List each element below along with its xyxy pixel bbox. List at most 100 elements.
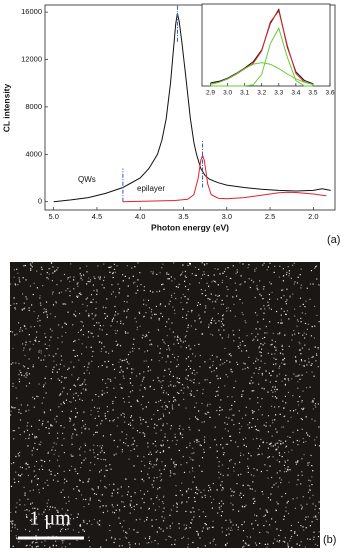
speckle xyxy=(14,334,16,336)
speckle xyxy=(305,527,307,529)
x-tick-label: 3.5 xyxy=(308,90,317,97)
speckle xyxy=(314,267,316,269)
speckle xyxy=(127,445,129,447)
speckle xyxy=(306,371,308,373)
speckle xyxy=(141,337,143,339)
speckle xyxy=(279,365,281,367)
speckle xyxy=(312,538,315,540)
speckle xyxy=(55,545,57,547)
speckle xyxy=(133,440,136,442)
speckle xyxy=(257,454,259,456)
speckle xyxy=(17,474,20,476)
speckle xyxy=(81,353,83,355)
speckle xyxy=(163,390,165,392)
speckle xyxy=(119,358,121,361)
speckle xyxy=(109,464,111,466)
speckle xyxy=(173,385,175,387)
speckle xyxy=(290,530,292,532)
speckle xyxy=(292,264,294,266)
speckle xyxy=(82,325,84,327)
speckle xyxy=(165,325,167,328)
speckle xyxy=(187,264,189,267)
speckle xyxy=(13,430,16,432)
speckle xyxy=(262,337,264,340)
speckle xyxy=(254,425,256,427)
speckle xyxy=(38,419,40,421)
speckle xyxy=(80,446,82,448)
speckle xyxy=(232,509,234,511)
speckle xyxy=(18,481,20,483)
speckle xyxy=(222,272,224,274)
speckle xyxy=(146,516,148,519)
speckle xyxy=(219,508,221,510)
speckle xyxy=(221,281,223,284)
speckle xyxy=(71,301,73,303)
speckle xyxy=(278,406,280,408)
speckle xyxy=(164,465,166,467)
speckle xyxy=(285,506,287,508)
speckle xyxy=(15,284,17,286)
speckle xyxy=(66,480,68,482)
speckle xyxy=(174,539,176,541)
speckle xyxy=(83,366,85,368)
speckle xyxy=(260,438,262,441)
speckle xyxy=(69,401,71,403)
speckle xyxy=(151,308,153,311)
speckle xyxy=(278,276,280,278)
speckle xyxy=(253,468,255,470)
speckle xyxy=(253,362,255,364)
speckle xyxy=(18,378,20,380)
speckle xyxy=(30,268,32,270)
speckle xyxy=(93,406,96,408)
speckle xyxy=(310,480,312,482)
speckle xyxy=(118,361,120,363)
speckle xyxy=(65,513,67,515)
speckle xyxy=(299,343,301,345)
x-tick-label: 3.0 xyxy=(223,90,232,97)
speckle xyxy=(246,536,248,538)
speckle xyxy=(50,424,52,426)
speckle xyxy=(130,495,132,498)
speckle xyxy=(186,446,188,449)
speckle xyxy=(277,322,279,324)
speckle xyxy=(242,390,244,392)
speckle xyxy=(90,414,92,416)
speckle xyxy=(263,525,265,527)
speckle xyxy=(76,485,78,488)
speckle xyxy=(136,430,139,432)
speckle xyxy=(130,450,132,452)
speckle xyxy=(164,305,166,307)
speckle xyxy=(256,437,258,440)
speckle xyxy=(134,281,136,283)
speckle xyxy=(65,377,67,379)
speckle xyxy=(37,317,39,319)
speckle xyxy=(28,434,30,436)
speckle xyxy=(92,298,94,301)
speckle xyxy=(255,328,257,330)
speckle xyxy=(225,416,227,418)
speckle xyxy=(174,543,176,545)
speckle xyxy=(49,460,51,462)
speckle xyxy=(217,313,219,315)
speckle xyxy=(289,410,291,412)
speckle xyxy=(296,497,298,499)
speckle xyxy=(226,295,228,297)
speckle xyxy=(303,441,305,443)
speckle xyxy=(109,420,111,422)
speckle xyxy=(179,425,181,427)
speckle xyxy=(157,543,159,545)
speckle xyxy=(318,512,320,514)
speckle xyxy=(151,418,153,420)
speckle xyxy=(231,404,233,406)
speckle xyxy=(185,276,187,278)
speckle xyxy=(204,361,206,363)
speckle xyxy=(188,471,191,473)
speckle xyxy=(232,414,234,416)
speckle xyxy=(180,464,182,466)
speckle xyxy=(311,418,313,420)
speckle xyxy=(190,522,192,524)
speckle xyxy=(113,439,115,442)
speckle xyxy=(14,307,16,309)
speckle xyxy=(257,524,259,526)
speckle xyxy=(268,443,271,445)
